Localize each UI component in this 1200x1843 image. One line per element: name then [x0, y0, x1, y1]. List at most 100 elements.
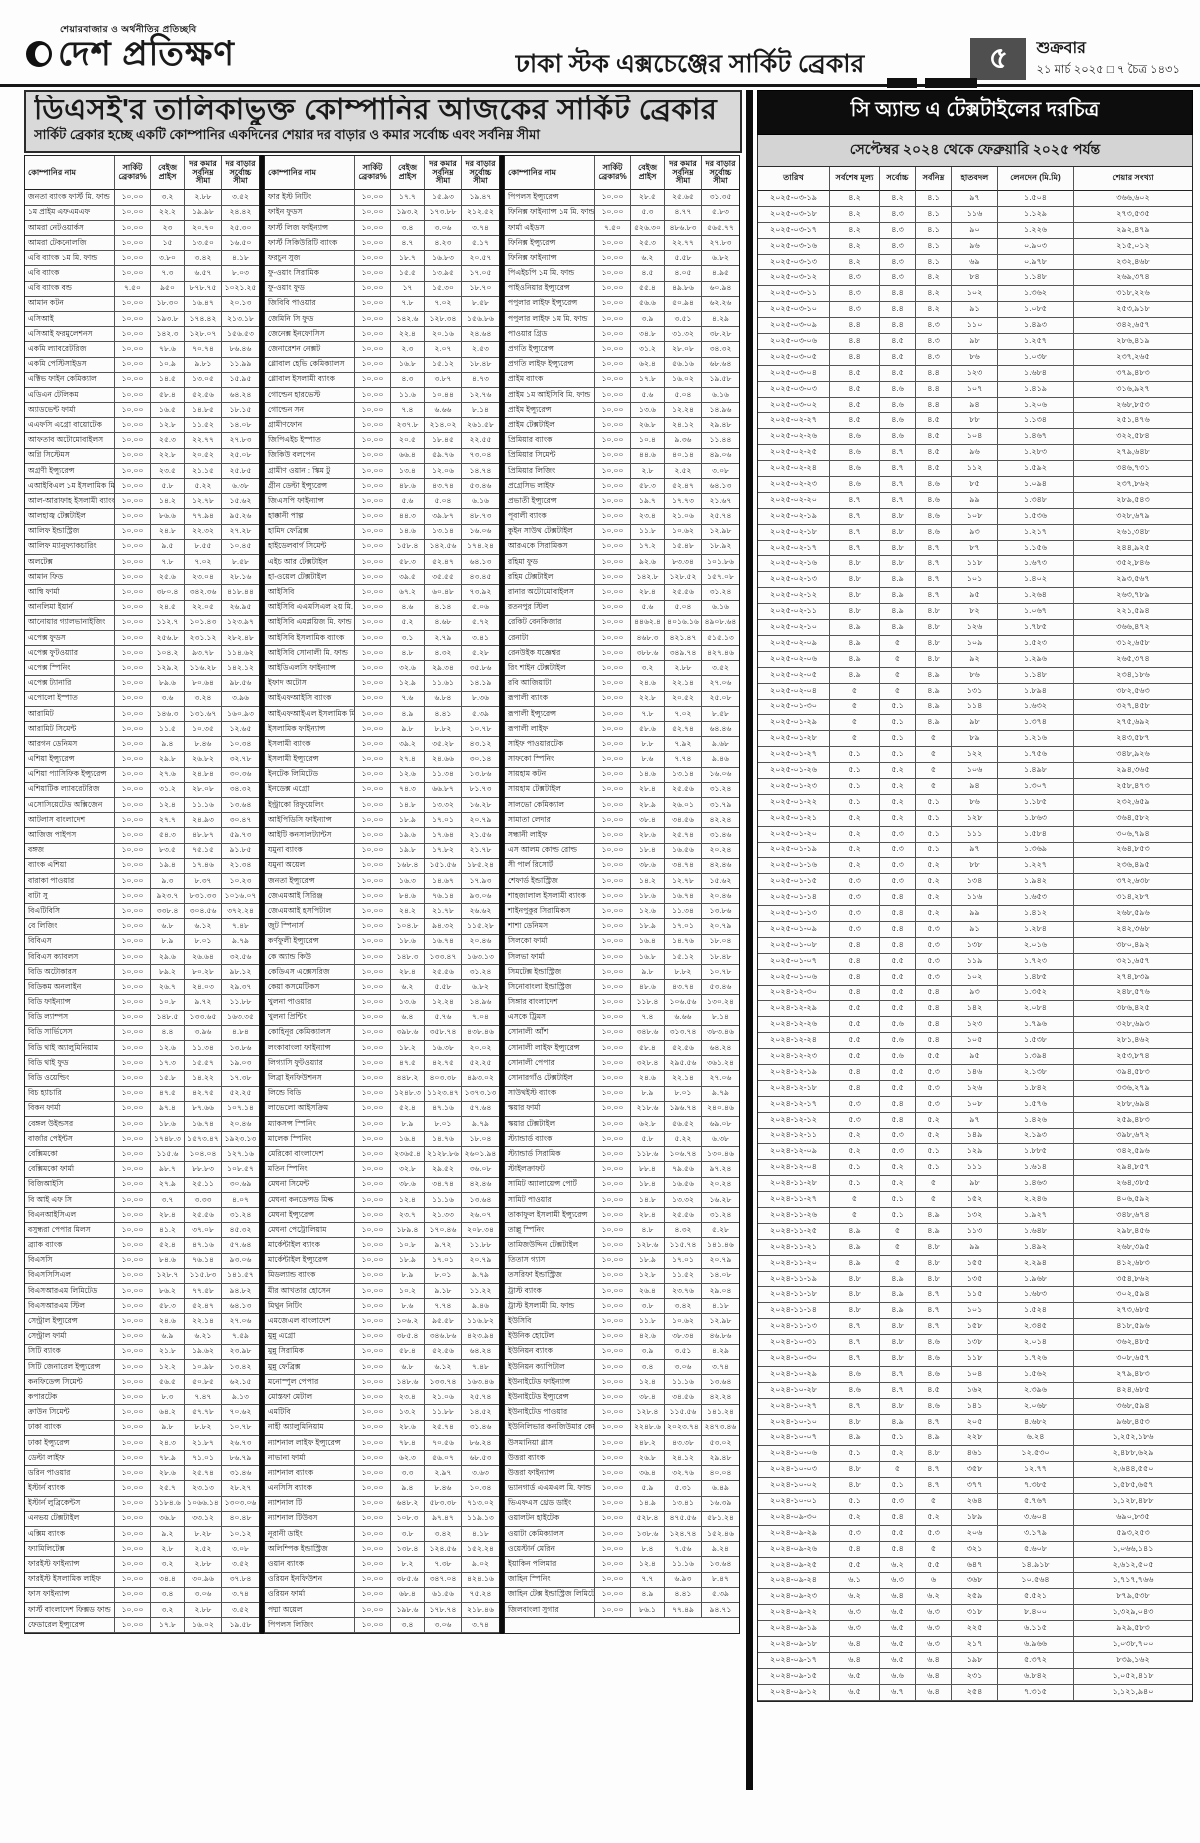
cell: ৬.১২	[425, 1359, 462, 1376]
cell: বিএটিবিসি	[25, 904, 115, 920]
cell: ১১২.৭	[151, 615, 185, 631]
table-row: প্রিমিয়ার সিমেন্ট ১০.০০ ৪৪.৬ ৪০.১৪ ৪৯.০৬	[505, 448, 739, 464]
cell: ২.২৯৪	[998, 1255, 1074, 1272]
cell: ১০.০০	[595, 1162, 631, 1178]
cell: সামিট অ্যালায়েন্স পোর্ট	[505, 1177, 595, 1193]
cell: ৩১৮	[952, 1605, 998, 1622]
cell: বিডি অটোকারস	[25, 965, 115, 981]
table-row: ২০২৫-০২-০৪ ৫ ৫ ৪.৯ ১৩১ ১.৮৯৪ ৩৮২,৫৬৩	[758, 683, 1192, 700]
cell: ১৩৩.৪৭	[425, 949, 462, 965]
cell: ৬.২	[631, 251, 665, 267]
cell: ১০.০০	[355, 919, 391, 935]
cell: ২৫.৬	[151, 570, 185, 586]
cell: ৩৭৭	[952, 1478, 998, 1495]
cell: ৪.৭	[916, 1414, 952, 1431]
table-row: ফার্স্ট বাংলাদেশ ফিক্সড ফান্ড ১০.০০ ৩.২ ২.৮…	[25, 1602, 259, 1619]
cell: ২০২৫-০১-১৯	[758, 842, 830, 859]
cell: ২০২৪-১২-০৪	[758, 1160, 830, 1177]
cell: ২০২৫-০১-২২	[758, 794, 830, 811]
cell: ২৯৪,৮৫৭	[1074, 1160, 1192, 1177]
table-row: ট্রাস্ট ইসলামী মি. ফান্ড ১০.০০ ৩.৮ ৩.৪২ ৪.১৮	[505, 1299, 739, 1315]
table-row: ইউনিক হোটেল ১০.০০ ৪২.৬ ৩৮.৩৪ ৪৬.৮৬	[505, 1329, 739, 1345]
table-row: ২০২৫-০১-২০ ৫.২ ৫.৩ ৫.১ ১১১ ১.৫৮৪ ৩০৬,৭৯৪	[758, 826, 1192, 843]
cell: ২০২৫-০২-১২	[758, 588, 830, 605]
table-row: ফাস ফাইন্যান্স ১০.০০ ৩.৪ ৩.০৬ ৩.৭৪	[25, 1587, 259, 1603]
table-row: অলিম্পিক ইন্ডাস্ট্রিজ ১০.০০ ১৩৮.৪ ১২৪.৫৬ ১৫২…	[265, 1542, 499, 1558]
cell: ২৫.৭৪	[462, 1390, 499, 1406]
cell: ২৫.০৮	[702, 692, 739, 707]
cell: ২,৪৮৮,৬২৯	[1074, 1446, 1192, 1463]
cell: ৫.১	[880, 715, 916, 732]
table-row: ভিএফএস থ্রেড ডাইং ১০.০০ ১৪.৯ ১৩.৪১ ১৬.৩৯	[505, 1496, 739, 1512]
cell: ১৬.৩৯	[702, 1497, 739, 1512]
cell: ১০.০০	[355, 1253, 391, 1269]
cell: ১০.০০	[115, 205, 151, 221]
cell: ফার্মা এইডস	[505, 220, 595, 236]
table-row: মুন্নু ফেব্রিক্স ১০.০০ ৬.৮ ৬.১২ ৭.৪৮	[265, 1359, 499, 1376]
table-row: ২০২৪-১০-৩০ ৪.৭ ৪.৮ ৪.৬ ১১৮ ১.৭২৬ ৩০৮,৬৫৭	[758, 1351, 1192, 1367]
cell: ১২.০৬	[425, 463, 462, 479]
cell: ১৪.৬	[631, 767, 665, 783]
cell: ১৬.৭৪	[185, 1116, 222, 1133]
cell: ৪.৬৮২	[998, 1414, 1074, 1431]
cell: ওয়ালটন হাইটেক	[505, 1511, 595, 1527]
cell: ১০.০০	[115, 1223, 151, 1239]
cell: ৩.৬৩	[462, 1466, 499, 1482]
cell: ৫২.৪	[151, 1238, 185, 1254]
cell: ৫.৩	[916, 1064, 952, 1081]
cell: ৩.৮	[391, 1526, 425, 1543]
table-row: মেঘনা কনডেন্সড মিল্ক ১০.০০ ১২.৪ ১১.১৬ ১৩.৬৪	[265, 1192, 499, 1208]
cell: ১০.০০	[595, 1299, 631, 1315]
cell: ৪.৬	[391, 600, 425, 616]
cell: ১০.০০	[355, 1587, 391, 1603]
cell: ৩০.১৪	[462, 752, 499, 768]
cell: ২০২৫-০৩-০৬	[758, 334, 830, 350]
cell: ১৩১.৬৭	[185, 706, 222, 722]
cell: ৫.৫	[830, 1049, 880, 1065]
cell: ১০.০০	[355, 1557, 391, 1573]
cell: ম্যাকসন্স স্পিনিং	[265, 1116, 355, 1133]
cell: ৬৪৭	[952, 1557, 998, 1574]
cell: ১০.৮	[391, 1238, 425, 1254]
cell: ২০২৫-০৩-০৩	[758, 381, 830, 398]
cell: ২০২৫-০২-০৬	[758, 651, 830, 668]
cell: ২৫.৩০	[222, 221, 259, 236]
cell: ১০৪.৮	[391, 919, 425, 935]
cell: ৩৪৬,৭৩১	[1074, 461, 1192, 478]
cell: ১০.০০	[115, 1283, 151, 1300]
cell: আমরা টেকনোলজি	[25, 236, 115, 252]
cell: ১০.০০	[115, 1451, 151, 1467]
cell: ৫.৮৩	[702, 206, 739, 221]
cell: বিচ হ্যাচারি	[25, 1086, 115, 1102]
cell: ১.১৪৮	[998, 270, 1074, 287]
cell: ৫৩.৪৬	[462, 479, 499, 495]
cell: ৩.২৪	[185, 691, 222, 707]
cell: ৬.৮২	[462, 980, 499, 996]
cell: ১১৮৪.৬	[151, 1496, 185, 1512]
cell: ৪.৭	[880, 1366, 916, 1383]
cell: ১০১	[952, 572, 998, 589]
cell: ৩.২	[151, 1602, 185, 1619]
cell: এনভয় টেক্সটাইল	[25, 1511, 115, 1527]
section-headline: ডিএসই'র তালিকাভুক্ত কোম্পানির আজকের সার্…	[34, 95, 718, 126]
table-row: মতিন স্পিনিং ১০.০০ ৩২.৮ ২৯.৫২ ৩৬.০৮	[265, 1162, 499, 1178]
cell: ৪.৩	[880, 270, 916, 287]
cell: ৫.২৮	[462, 646, 499, 662]
cell: ১.১৫৬	[998, 540, 1074, 557]
table-row: পপুলার লাইফ ১ম মি. ফান্ড ১০.০০ ৩.৯ ৩.৫১ ৪.২৯	[505, 311, 739, 328]
table-row: ২০২৫-০২-১৩ ৪.৮ ৪.৯ ৪.৭ ১০১ ১.৪০২ ২৯৩,৫৬৭	[758, 572, 1192, 589]
cell: সাফকো স্পিনিং	[505, 752, 595, 768]
cell: ২.৮৮	[185, 1602, 222, 1619]
cell: ১০.০০	[115, 1132, 151, 1148]
cell: ৫.১	[830, 1494, 880, 1510]
table-row: রেকিট বেনকিজার ১০.০০ ৪৪৬২.৪ ৪০১৬.১৬ ৪৯০৮.৬৪	[505, 615, 739, 631]
cell: ১০.০০	[595, 767, 631, 783]
cell: ৫.২	[880, 1446, 916, 1463]
cell: ২৫.৭৪	[665, 828, 702, 844]
table-row: আইপিডিসি ফাইন্যান্স ১০.০০ ১৮.৯ ১৭.০১ ২০.৭৯	[265, 813, 499, 829]
breaker-tables: কোম্পানির নাম সার্কিট ব্রেকার% বেইজ প্রাইস…	[24, 155, 742, 1635]
cell: ৪.৫	[880, 365, 916, 382]
table-row: পদ্মা অয়েল ১০.০০ ১৯৮.৬ ১৭৮.৭৪ ২১৮.৪৬	[265, 1602, 499, 1619]
cell: ১৮৯.৪	[391, 1223, 425, 1239]
cell: ২১.৩৪	[222, 859, 259, 874]
